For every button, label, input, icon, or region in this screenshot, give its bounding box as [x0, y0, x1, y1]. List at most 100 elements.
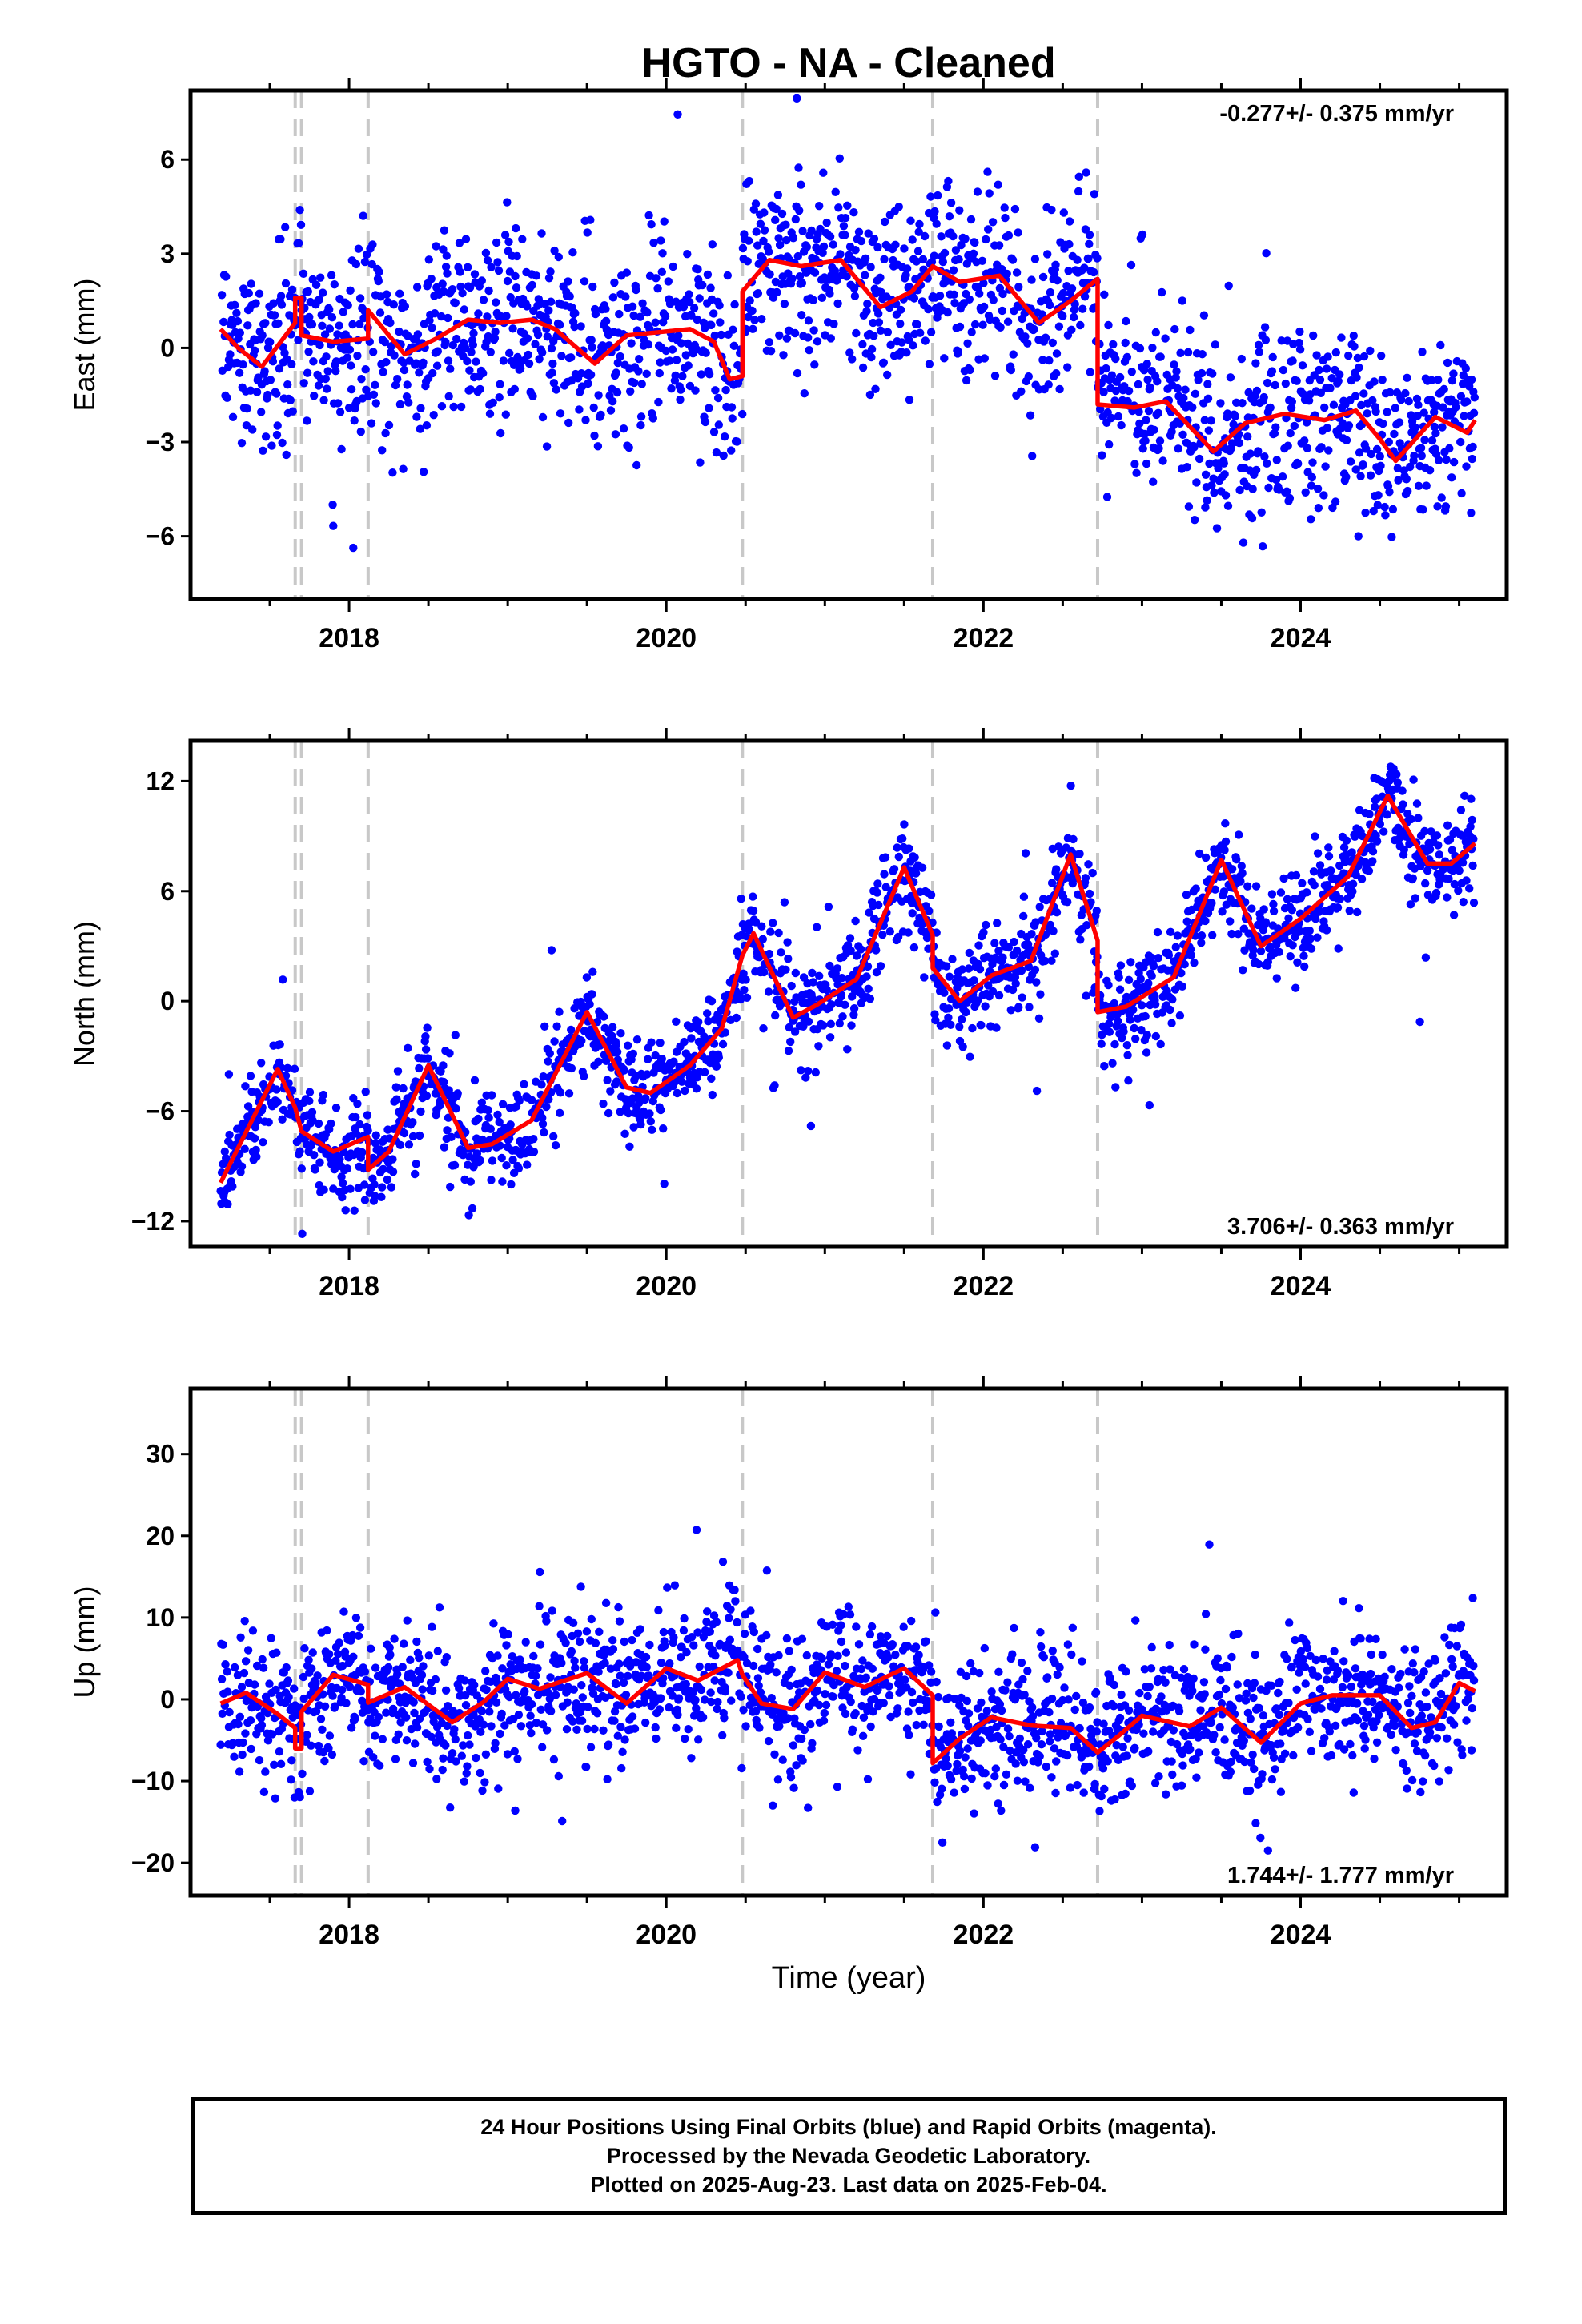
data-point — [503, 198, 512, 207]
data-point — [1224, 281, 1233, 291]
data-point — [1221, 818, 1230, 828]
data-point — [255, 1755, 264, 1765]
data-point — [906, 1770, 915, 1779]
data-point — [472, 357, 480, 366]
data-point — [459, 1151, 468, 1160]
data-point — [815, 971, 824, 981]
data-point — [315, 1158, 324, 1167]
data-point — [1243, 882, 1252, 891]
data-point — [896, 320, 905, 328]
data-point — [672, 1017, 681, 1027]
x-tick-label: 2018 — [319, 623, 379, 653]
data-point — [327, 271, 336, 279]
data-point — [552, 385, 560, 394]
data-point — [1348, 879, 1358, 888]
data-point — [1259, 392, 1268, 402]
data-point — [644, 340, 653, 349]
data-point — [311, 1165, 319, 1174]
data-point — [404, 1043, 412, 1053]
data-point — [701, 1068, 709, 1077]
data-point — [223, 393, 231, 402]
data-point — [1182, 463, 1191, 472]
data-point — [1252, 386, 1262, 396]
data-point — [604, 1108, 613, 1118]
data-point — [787, 1665, 796, 1675]
data-point — [779, 351, 788, 360]
data-point — [1070, 312, 1078, 322]
data-point — [411, 1739, 420, 1748]
data-point — [338, 1661, 347, 1671]
data-point — [857, 1701, 866, 1711]
data-point — [725, 1614, 733, 1622]
data-point — [1034, 1014, 1044, 1023]
data-point — [945, 972, 954, 981]
data-point — [1223, 409, 1232, 418]
data-point — [975, 965, 985, 974]
data-point — [572, 1699, 580, 1708]
data-point — [624, 1671, 632, 1680]
data-point — [1097, 1039, 1106, 1048]
data-point — [916, 328, 925, 337]
data-point — [977, 1021, 986, 1030]
data-point — [1419, 505, 1427, 514]
data-point — [640, 1694, 649, 1703]
data-point — [918, 255, 928, 264]
data-point — [459, 1741, 468, 1750]
data-point — [1468, 442, 1477, 452]
data-point — [704, 1017, 713, 1026]
data-point — [846, 946, 855, 955]
data-point — [825, 961, 834, 971]
data-point — [672, 356, 681, 364]
data-point — [777, 948, 785, 957]
data-point — [544, 274, 554, 283]
data-point — [992, 1023, 1001, 1032]
data-point — [740, 1630, 749, 1638]
data-point — [889, 865, 899, 874]
data-point — [938, 1838, 947, 1847]
data-point — [275, 1040, 284, 1049]
data-point — [694, 1018, 703, 1027]
data-point — [938, 257, 948, 267]
data-point — [508, 324, 517, 333]
data-point — [403, 380, 412, 389]
data-point — [901, 1675, 909, 1684]
data-point — [813, 923, 821, 931]
data-point — [254, 1116, 263, 1124]
data-point — [320, 1702, 330, 1711]
data-point — [307, 320, 317, 329]
data-point — [1235, 485, 1244, 495]
data-point — [705, 370, 714, 379]
data-point — [391, 1755, 400, 1763]
data-point — [732, 1013, 741, 1023]
data-point — [1221, 837, 1231, 846]
data-point — [1287, 906, 1297, 915]
data-point — [1004, 943, 1014, 952]
data-point — [1344, 421, 1354, 430]
data-point — [311, 1679, 320, 1688]
data-point — [1208, 369, 1217, 378]
data-point — [606, 1087, 615, 1096]
data-point — [1295, 338, 1303, 348]
data-point — [935, 292, 945, 300]
data-point — [374, 1712, 383, 1722]
data-point — [479, 296, 488, 304]
data-point — [498, 1100, 508, 1109]
data-point — [1447, 376, 1457, 385]
data-point — [1104, 320, 1113, 330]
data-point — [819, 168, 828, 177]
data-point — [1448, 866, 1457, 875]
data-point — [793, 368, 802, 378]
data-point — [1315, 861, 1325, 870]
data-point — [1322, 364, 1331, 373]
data-point — [322, 352, 331, 361]
data-point — [400, 365, 409, 375]
data-point — [988, 987, 998, 996]
data-point — [1337, 333, 1346, 342]
data-point — [451, 298, 460, 308]
data-point — [692, 1526, 701, 1534]
data-point — [620, 1066, 628, 1075]
data-point — [532, 1718, 541, 1727]
data-point — [748, 306, 757, 316]
data-point — [240, 1617, 249, 1626]
